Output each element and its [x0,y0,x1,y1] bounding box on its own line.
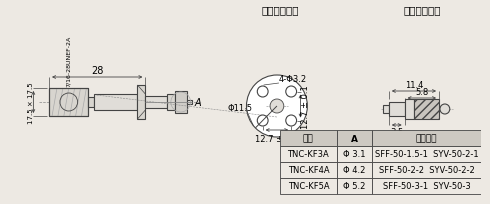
FancyBboxPatch shape [280,162,337,178]
Text: 12.7 ± 0.1: 12.7 ± 0.1 [255,134,299,143]
Text: TNC-KF5A: TNC-KF5A [288,182,329,191]
FancyBboxPatch shape [389,102,405,116]
Circle shape [440,104,450,114]
Circle shape [246,76,307,137]
Text: Φ11.5: Φ11.5 [228,104,253,113]
Text: A: A [195,98,201,108]
FancyBboxPatch shape [337,162,372,178]
Text: 5.8: 5.8 [415,88,428,96]
Text: TNC-KF4A: TNC-KF4A [288,166,329,175]
FancyBboxPatch shape [372,146,481,162]
Text: 适配电缆: 适配电缆 [416,134,438,143]
Text: Φ 5.2: Φ 5.2 [343,182,366,191]
Circle shape [257,86,268,98]
FancyBboxPatch shape [280,178,337,194]
FancyBboxPatch shape [94,94,138,110]
Text: 11.4: 11.4 [405,81,423,90]
Text: 12.7 ± 0.1: 12.7 ± 0.1 [301,85,311,128]
Text: Φ 4.2: Φ 4.2 [343,166,366,175]
FancyBboxPatch shape [372,162,481,178]
FancyBboxPatch shape [187,101,193,104]
FancyBboxPatch shape [175,92,187,113]
Circle shape [257,115,268,126]
Circle shape [286,86,296,98]
FancyBboxPatch shape [280,130,337,146]
FancyBboxPatch shape [337,130,372,146]
FancyBboxPatch shape [146,96,167,109]
FancyBboxPatch shape [280,146,337,162]
Text: 4-Φ3.2: 4-Φ3.2 [279,75,307,84]
FancyBboxPatch shape [383,105,389,113]
FancyBboxPatch shape [167,94,175,110]
Text: SFF-50-1.5-1  SYV-50-2-1: SFF-50-1.5-1 SYV-50-2-1 [375,150,479,159]
FancyBboxPatch shape [88,98,94,108]
FancyBboxPatch shape [415,100,439,119]
Text: TNC-KF3A: TNC-KF3A [288,150,329,159]
FancyBboxPatch shape [337,146,372,162]
FancyBboxPatch shape [49,89,88,116]
Text: 7/16-28UNEF-2A: 7/16-28UNEF-2A [66,35,71,86]
Text: SFF-50-3-1  SYV-50-3: SFF-50-3-1 SYV-50-3 [383,182,470,191]
Text: Φ 3.1: Φ 3.1 [343,150,366,159]
FancyBboxPatch shape [372,130,481,146]
FancyBboxPatch shape [405,100,415,119]
Text: 安装开孔尺寸: 安装开孔尺寸 [261,5,298,15]
FancyBboxPatch shape [372,178,481,194]
Text: 28: 28 [91,66,103,76]
Circle shape [286,115,296,126]
Text: 17.5 × 17.5: 17.5 × 17.5 [28,82,34,123]
Text: 3.5: 3.5 [390,127,403,136]
Text: 电缆剥线尺寸: 电缆剥线尺寸 [404,5,441,15]
FancyBboxPatch shape [337,178,372,194]
FancyBboxPatch shape [138,86,146,119]
Text: 类型: 类型 [303,134,314,143]
Text: SFF-50-2-2  SYV-50-2-2: SFF-50-2-2 SYV-50-2-2 [379,166,475,175]
Text: A: A [351,134,358,143]
Circle shape [270,100,284,113]
